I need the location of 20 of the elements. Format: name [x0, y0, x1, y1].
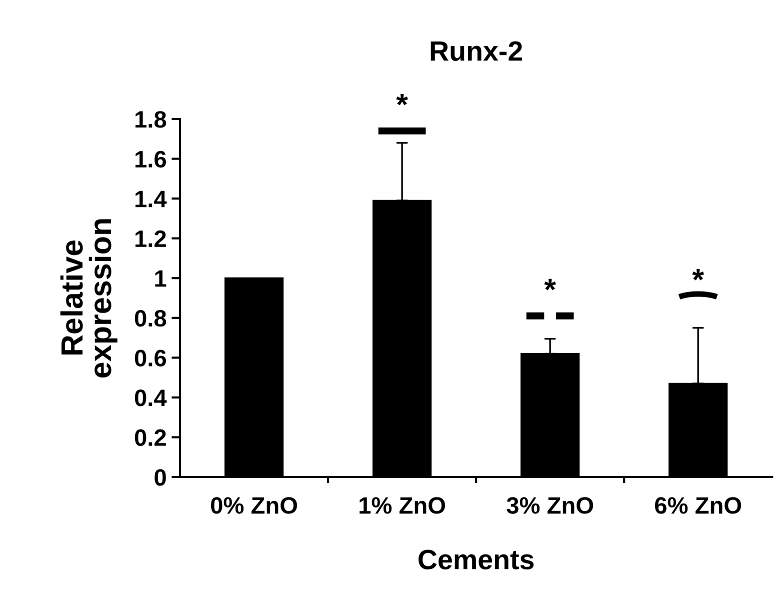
annotation: * — [692, 268, 704, 280]
y-tick-label: 1.4 — [136, 190, 167, 208]
y-tick-label: 0.8 — [134, 310, 166, 327]
y-tick-label: 0.2 — [134, 429, 166, 446]
x-tick-label: 6% ZnO — [655, 497, 742, 514]
y-tick-label: 1.6 — [136, 150, 166, 168]
y-tick-label: 0.6 — [134, 350, 166, 366]
y-tick-label: 1 — [155, 270, 166, 287]
y-axis-title: Relative expression — [60, 219, 118, 378]
chart-title: Runx-2 — [430, 41, 522, 61]
x-tick-label: 1% ZnO — [360, 497, 446, 514]
y-tick-label: 1.2 — [136, 230, 166, 247]
y-tick-label: 0 — [154, 469, 166, 486]
x-tick-label: 0% ZnO — [211, 497, 297, 514]
x-axis-title: Cements — [418, 550, 534, 570]
x-tick-label: 3% ZnO — [506, 497, 594, 514]
annotation: * — [544, 278, 556, 290]
text: * — [396, 94, 408, 106]
y-tick-label: 0.4 — [134, 390, 167, 406]
y-tick-label: 1.8 — [136, 111, 166, 128]
